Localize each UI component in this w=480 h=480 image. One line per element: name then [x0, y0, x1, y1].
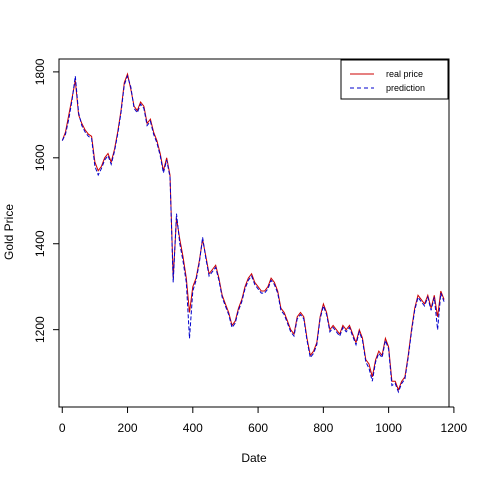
y-axis-label: Gold Price [2, 204, 16, 260]
legend-label-prediction: prediction [386, 83, 425, 93]
y-tick-label: 1200 [33, 316, 47, 343]
series-line-real-price [61, 72, 445, 392]
x-tick-label: 0 [59, 421, 66, 435]
legend: real price prediction [340, 59, 449, 100]
x-tick-label: 1000 [375, 421, 402, 435]
x-tick-label: 1200 [441, 421, 468, 435]
y-axis: 1200 1400 1600 1800 [33, 58, 60, 343]
x-tick-label: 800 [313, 421, 333, 435]
x-tick-label: 600 [248, 421, 268, 435]
legend-label-real: real price [386, 69, 423, 79]
x-tick-label: 200 [118, 421, 138, 435]
y-tick-label: 1800 [33, 58, 47, 85]
plot-frame [58, 58, 450, 408]
x-axis-label: Date [241, 451, 267, 465]
x-axis: 0 200 400 600 800 1000 1200 [59, 406, 468, 435]
series-line-prediction [61, 74, 445, 394]
legend-box [340, 59, 449, 100]
plot-lines [61, 72, 445, 394]
x-tick-label: 400 [183, 421, 203, 435]
y-tick-label: 1400 [33, 230, 47, 257]
y-tick-label: 1600 [33, 144, 47, 171]
